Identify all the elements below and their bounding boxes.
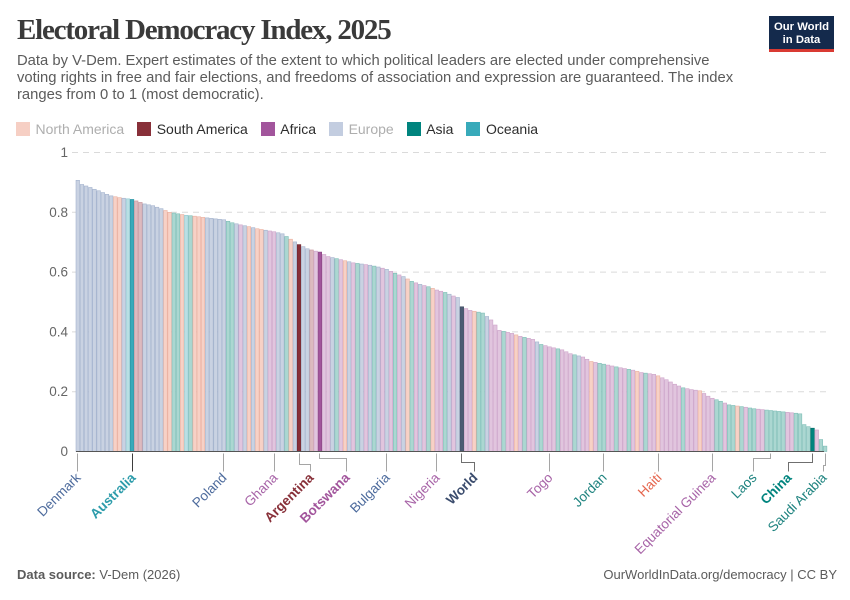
svg-text:Bulgaria: Bulgaria (347, 470, 393, 516)
svg-text:Denmark: Denmark (34, 470, 84, 520)
svg-text:Haiti: Haiti (635, 470, 665, 500)
svg-text:1: 1 (60, 145, 68, 160)
svg-text:0.2: 0.2 (49, 384, 68, 399)
svg-text:Jordan: Jordan (570, 470, 610, 510)
svg-text:Australia: Australia (87, 470, 139, 522)
svg-text:0.4: 0.4 (49, 324, 68, 339)
svg-text:World: World (443, 470, 480, 507)
svg-text:Laos: Laos (728, 470, 759, 501)
svg-text:0.8: 0.8 (49, 205, 68, 220)
svg-text:Nigeria: Nigeria (402, 470, 443, 511)
svg-text:0.6: 0.6 (49, 265, 68, 280)
svg-text:0: 0 (60, 444, 68, 459)
svg-text:Poland: Poland (189, 470, 229, 510)
svg-text:Togo: Togo (524, 470, 555, 501)
